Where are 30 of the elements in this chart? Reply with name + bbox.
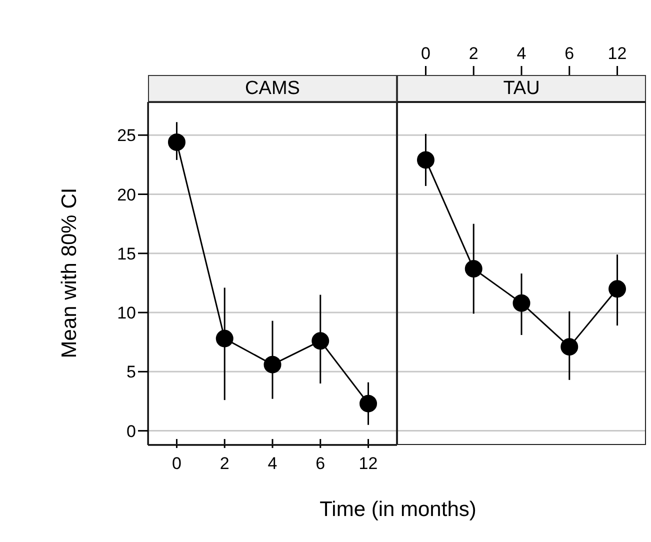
point — [560, 338, 578, 356]
y-tick-label: 15 — [117, 244, 136, 264]
y-tick-label: 10 — [117, 304, 136, 323]
chart-title: CAMS — [148, 75, 397, 102]
y-axis-title: Mean with 80% CI — [57, 186, 82, 360]
y-tick-label: 20 — [117, 185, 136, 204]
x-tick-label: 4 — [516, 44, 526, 63]
point — [168, 133, 186, 151]
x-tick-label: 0 — [172, 454, 182, 473]
y-tick-label: 5 — [126, 362, 136, 382]
x-tick-label: 2 — [220, 454, 230, 473]
x-tick-label: 4 — [268, 454, 278, 473]
x-tick-label: 0 — [420, 44, 430, 63]
point — [416, 151, 434, 169]
x-tick-label: 2 — [468, 44, 478, 63]
x-tick-label: 6 — [564, 44, 574, 63]
point — [264, 356, 282, 374]
y-tick-label: 25 — [117, 126, 136, 146]
point — [312, 332, 330, 350]
x-axis-title: Time (in months) — [318, 498, 478, 522]
chart-title: TAU — [397, 75, 646, 102]
y-tick-label: 0 — [126, 422, 136, 441]
point — [512, 294, 530, 312]
x-tick-label: 6 — [316, 454, 326, 473]
x-tick-label: 12 — [358, 454, 378, 473]
point — [608, 280, 626, 298]
point — [464, 260, 482, 278]
point — [216, 330, 234, 348]
point — [360, 394, 378, 412]
x-tick-label: 12 — [608, 44, 627, 63]
